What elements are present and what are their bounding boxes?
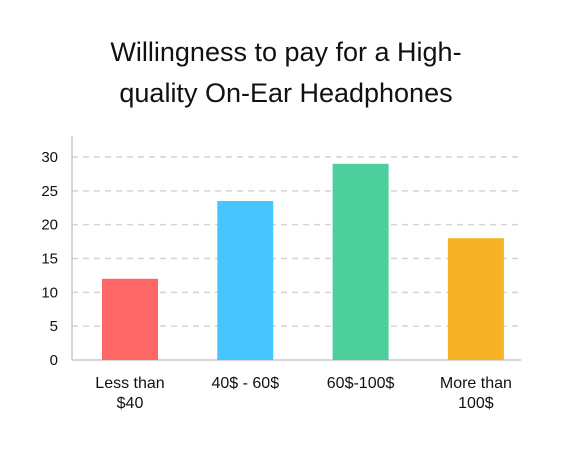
bar xyxy=(447,238,504,360)
y-tick-label: 5 xyxy=(50,318,58,335)
y-tick-label: 30 xyxy=(41,149,58,166)
bar xyxy=(102,278,158,360)
chart-title-line-1: Willingness to pay for a High- xyxy=(110,37,462,67)
x-tick-label: $40 xyxy=(117,395,144,412)
x-tick-label: More than xyxy=(440,375,512,392)
y-tick-label: 20 xyxy=(41,217,58,234)
bar xyxy=(332,163,389,360)
x-tick-label: 60$-100$ xyxy=(327,375,395,392)
chart-title-line-2: quality On-Ear Headphones xyxy=(119,78,453,108)
bar xyxy=(217,200,274,360)
x-tick-label: 100$ xyxy=(458,395,494,412)
x-tick-label: Less than xyxy=(95,375,164,392)
y-tick-label: 15 xyxy=(41,251,58,268)
y-tick-label: 25 xyxy=(41,183,58,200)
y-tick-label: 10 xyxy=(41,284,58,301)
y-tick-label: 0 xyxy=(50,352,58,369)
x-tick-label: 40$ - 60$ xyxy=(211,375,279,392)
